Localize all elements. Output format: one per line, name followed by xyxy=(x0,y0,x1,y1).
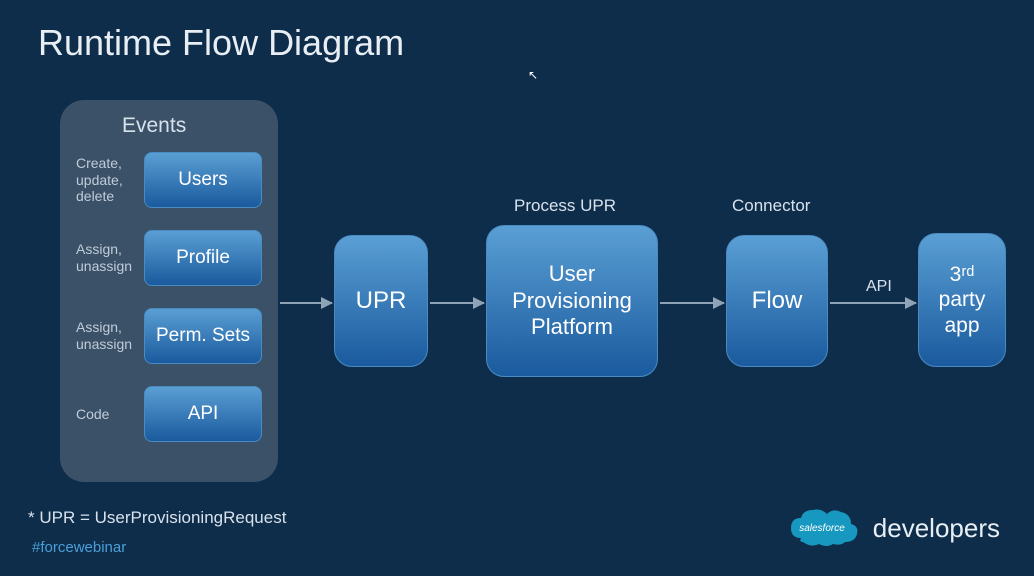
flow-node-upr: UPR xyxy=(334,235,428,367)
event-label: Assign, unassign xyxy=(76,241,136,275)
event-box-perm-sets: Perm. Sets xyxy=(144,308,262,364)
events-title: Events xyxy=(122,114,262,138)
events-panel: Events Create, update, deleteUsersAssign… xyxy=(60,100,278,482)
page-title: Runtime Flow Diagram xyxy=(38,22,404,64)
node-top-label-platform: Process UPR xyxy=(514,196,616,216)
event-row: Assign, unassignPerm. Sets xyxy=(76,306,262,366)
hashtag: #forcewebinar xyxy=(32,539,126,556)
event-box-users: Users xyxy=(144,152,262,208)
brand-text: developers xyxy=(873,513,1000,544)
flow-arrow xyxy=(430,302,484,304)
footnote: * UPR = UserProvisioningRequest xyxy=(28,508,286,528)
event-label: Assign, unassign xyxy=(76,319,136,353)
event-label: Create, update, delete xyxy=(76,155,136,205)
salesforce-cloud-icon: salesforce xyxy=(781,500,863,556)
event-row: Code API xyxy=(76,384,262,444)
flow-arrow xyxy=(830,302,916,304)
arrow-label: API xyxy=(866,278,892,296)
brand: salesforce developers xyxy=(781,500,1000,556)
event-row: Assign, unassignProfile xyxy=(76,228,262,288)
event-box-profile: Profile xyxy=(144,230,262,286)
flow-node-flow: Flow xyxy=(726,235,828,367)
flow-node-thirdparty: 3ʳᵈ party app xyxy=(918,233,1006,367)
flow-node-platform: User Provisioning Platform xyxy=(486,225,658,377)
node-top-label-flow: Connector xyxy=(732,196,810,216)
flow-arrow xyxy=(660,302,724,304)
event-label: Code xyxy=(76,406,136,423)
event-row: Create, update, deleteUsers xyxy=(76,150,262,210)
cloud-text: salesforce xyxy=(799,523,845,534)
flow-arrow xyxy=(280,302,332,304)
cursor-icon: ↖ xyxy=(528,68,538,82)
event-box-api: API xyxy=(144,386,262,442)
